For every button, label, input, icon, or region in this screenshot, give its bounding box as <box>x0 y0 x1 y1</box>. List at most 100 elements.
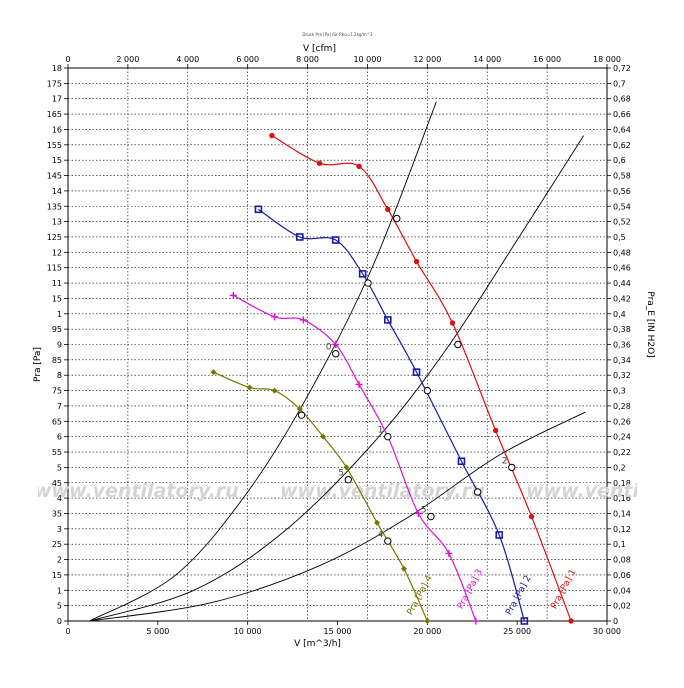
series-1-point <box>528 513 535 520</box>
series-4-point <box>374 519 381 526</box>
y-tick-label: 15 <box>52 156 62 165</box>
y2-tick-label: 0,48 <box>613 248 631 257</box>
y2-tick-label: 0,28 <box>613 402 631 411</box>
y2-tick-label: 0,54 <box>613 202 631 211</box>
series-3-point <box>445 549 453 557</box>
series-3-point <box>414 509 422 517</box>
series-2 <box>254 205 529 625</box>
x2-axis-title: V [cfm] <box>303 44 336 54</box>
y2-tick-label: 0,52 <box>613 218 631 227</box>
y2-tick-label: 0,3 <box>613 387 626 396</box>
y-tick-label: 1 <box>57 310 62 319</box>
y2-tick-label: 0,22 <box>613 448 631 457</box>
y2-tick-label: 0,58 <box>613 172 631 181</box>
y2-axis-title: Pra_E [IN H2O] <box>645 291 655 357</box>
series-4-point <box>424 618 431 624</box>
y-tick-label: 85 <box>52 356 62 365</box>
operating-point <box>344 475 352 484</box>
y2-tick-label: 0,24 <box>613 433 631 442</box>
x-tick-label: 20 000 <box>413 627 441 636</box>
y-tick-label: 8 <box>57 371 62 380</box>
series-2-point <box>495 531 504 539</box>
y-tick-label: 15 <box>52 571 62 580</box>
operating-points: 2 0 1 5 5 4 <box>297 214 516 545</box>
series-2-point <box>358 270 367 278</box>
y-tick-label: 135 <box>47 202 62 211</box>
y-tick-label: 5 <box>57 463 62 472</box>
y2-tick-label: 0,46 <box>613 264 631 273</box>
operating-point-label: 5 <box>338 469 344 479</box>
series-line-2 <box>258 208 525 622</box>
series-2-point <box>384 316 392 324</box>
y-tick-label: 155 <box>47 141 62 150</box>
y2-tick-label: 0,08 <box>613 556 631 565</box>
series-4-point <box>246 384 253 391</box>
y2-tick-label: 0,7 <box>613 79 626 88</box>
series-1-point <box>385 206 391 213</box>
y-tick-label: 25 <box>52 540 62 549</box>
series-line-3 <box>233 294 477 622</box>
operating-point-label: 5 <box>421 506 427 516</box>
y-tick-label: 75 <box>52 387 62 396</box>
x2-tick-label: 16 000 <box>533 55 561 64</box>
series-2-point <box>520 617 529 625</box>
y-axis-right: 0 0,02 0,04 0,06 0,08 0,1 0,12 0,14 0,16 0,18 0,2 0… <box>607 64 631 626</box>
series-2-point <box>254 205 263 214</box>
operating-point <box>508 463 516 472</box>
series-2-point <box>412 368 421 376</box>
y-tick-label: 17 <box>52 95 62 104</box>
watermark-text: www.ventilatory.ru <box>280 480 485 502</box>
y-tick-label: 2 <box>57 556 62 565</box>
x2-tick-label: 18 000 <box>593 55 621 64</box>
series-3-point <box>299 316 307 324</box>
y-tick-label: 18 <box>52 64 62 73</box>
operating-point <box>454 340 462 349</box>
x-axis-bottom: 0 5 000 10 000 15 000 20 000 25 000 30 000 <box>65 621 621 636</box>
y-axis-left: 0511522533544555566577588599511511115121… <box>47 64 68 626</box>
series-1 <box>269 132 574 624</box>
y2-tick-label: 0 <box>613 617 618 626</box>
y-tick-label: 7 <box>57 402 62 411</box>
watermark-text: www.ventilatory.ru <box>34 480 239 502</box>
series-4-point <box>400 565 407 572</box>
x2-tick-label: 14 000 <box>473 55 501 64</box>
y2-tick-label: 0,16 <box>613 494 631 503</box>
y2-tick-label: 0,02 <box>613 602 631 611</box>
series-1-point <box>316 160 323 166</box>
y-tick-label: 0 <box>57 617 62 626</box>
x-tick-label: 10 000 <box>234 627 262 636</box>
system-curve-2 <box>89 135 585 621</box>
series-4-point <box>210 369 217 376</box>
series-1-point <box>492 427 499 434</box>
x-axis-title: V [m^3/h] <box>294 639 341 649</box>
y-tick-label: 145 <box>47 172 62 181</box>
chart-title: Druck Pra [Pa] für Rho=1.2kg/m^3 <box>302 32 373 37</box>
series-4-point <box>271 387 278 394</box>
y-tick-label: 55 <box>52 448 62 457</box>
operating-point <box>384 537 392 545</box>
series-3-point <box>332 341 340 348</box>
series-line-1 <box>271 135 572 622</box>
operating-point-label: 1 <box>378 426 384 436</box>
y2-tick-label: 0,06 <box>613 571 631 580</box>
y2-tick-label: 0,5 <box>613 233 626 242</box>
y-tick-label: 15 <box>52 294 62 303</box>
x2-tick-label: 2 000 <box>116 55 139 64</box>
y2-tick-label: 0,1 <box>613 540 626 549</box>
operating-point-label: 0 <box>326 343 332 353</box>
series-1-point <box>449 320 456 326</box>
watermark-text: www.ventilatory.ru <box>526 480 684 502</box>
x-tick-label: 5 000 <box>146 627 169 636</box>
y-tick-label: 13 <box>52 218 62 227</box>
operating-point-label: 2 <box>502 456 508 466</box>
y-tick-label: 11 <box>52 279 62 288</box>
y-tick-label: 5 <box>57 602 62 611</box>
watermark-group: www.ventilatory.ru www.ventilatory.ru www.… <box>34 480 684 502</box>
y2-tick-label: 0,68 <box>613 95 631 104</box>
y-tick-label: 16 <box>52 125 62 134</box>
series-1-point <box>413 258 420 265</box>
y2-tick-label: 0,12 <box>613 525 631 534</box>
y2-tick-label: 0,04 <box>613 586 631 595</box>
